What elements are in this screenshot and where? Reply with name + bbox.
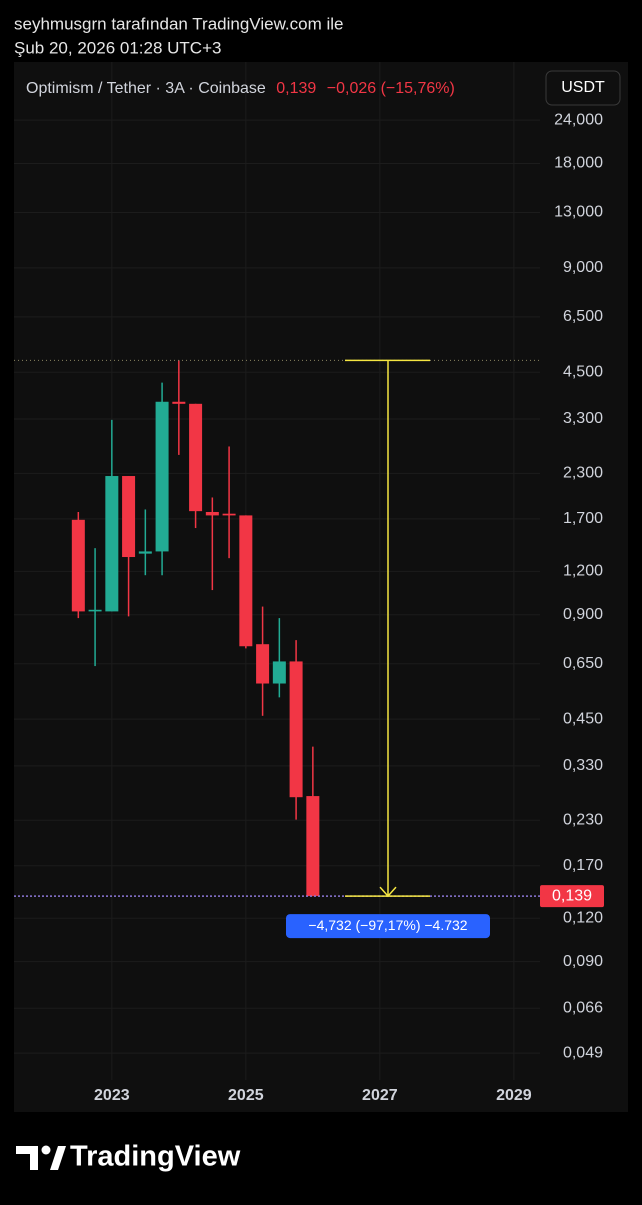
candle-body (88, 609, 102, 612)
candle-body (239, 515, 253, 647)
candle-body (289, 661, 303, 798)
brand-logo (16, 1145, 66, 1170)
logo-slash (50, 1146, 66, 1170)
x-tick-label: 2023 (94, 1087, 130, 1104)
y-tick-label: 0,049 (563, 1044, 603, 1061)
candle-body (189, 403, 203, 512)
candle-body (272, 661, 286, 684)
brand: TradingView (70, 1141, 241, 1173)
legend: Optimism / Tether · 3A · Coinbase 0,139 … (26, 80, 455, 97)
candle-body (122, 476, 136, 558)
candle-body (71, 519, 85, 612)
currency[interactable]: USDT (561, 79, 605, 96)
y-tick-label: 0,066 (563, 1000, 603, 1017)
x-tick-label: 2029 (496, 1087, 532, 1104)
y-tick-label: 0,170 (563, 857, 603, 874)
y-tick-label: 0,330 (563, 757, 603, 774)
symbol: Optimism / Tether · 3A · Coinbase (26, 80, 266, 97)
candle-body (222, 513, 236, 516)
candle-body (306, 796, 320, 897)
measure-label: −4,732 (−97,17%) −4.732 (308, 917, 467, 933)
date-line: Şub 20, 2026 01:28 UTC+3 (14, 38, 221, 57)
y-tick-label: 3,300 (563, 410, 603, 427)
currency-button[interactable] (545, 70, 621, 106)
candle-body (256, 644, 270, 684)
y-tick-label: 24,000 (554, 111, 603, 128)
y-tick-label: 1,700 (563, 510, 603, 527)
measure-label-box (286, 914, 490, 939)
candle-body (138, 551, 152, 554)
candle-body (205, 511, 219, 516)
measure-arrow (379, 886, 397, 898)
y-tick-label: 0,450 (563, 710, 603, 727)
logo-shape (16, 1146, 38, 1170)
y-tick-label: 13,000 (554, 204, 603, 221)
y-tick-label: 0,120 (563, 909, 603, 926)
y-tick-label: 4,500 (563, 363, 603, 380)
candle-body (155, 401, 169, 552)
y-tick-label: 0,230 (563, 811, 603, 828)
change: −0,026 (−15,76%) (327, 80, 455, 97)
candle-body (105, 476, 119, 612)
price-label-box (540, 885, 604, 908)
logo-dot (41, 1145, 51, 1155)
y-tick-label: 0,650 (563, 655, 603, 672)
y-tick-label: 0,900 (563, 606, 603, 623)
plot: −4,732 (−97,17%) −4.732 (14, 359, 540, 939)
x-tick-label: 2027 (362, 1087, 398, 1104)
x-tick-label: 2025 (228, 1087, 264, 1104)
y-tick-label: 6,500 (563, 308, 603, 325)
y-tick-label: 1,200 (563, 563, 603, 580)
y-tick-label: 2,300 (563, 465, 603, 482)
author-line: seyhmusgrn tarafından TradingView.com il… (14, 14, 343, 33)
candle-body (172, 401, 186, 404)
y-tick-label: 9,000 (563, 259, 603, 276)
y-tick-label: 18,000 (554, 155, 603, 172)
price-label: 0,139 (552, 887, 592, 904)
last-price: 0,139 (276, 80, 316, 97)
y-tick-label: 0,090 (563, 953, 603, 970)
